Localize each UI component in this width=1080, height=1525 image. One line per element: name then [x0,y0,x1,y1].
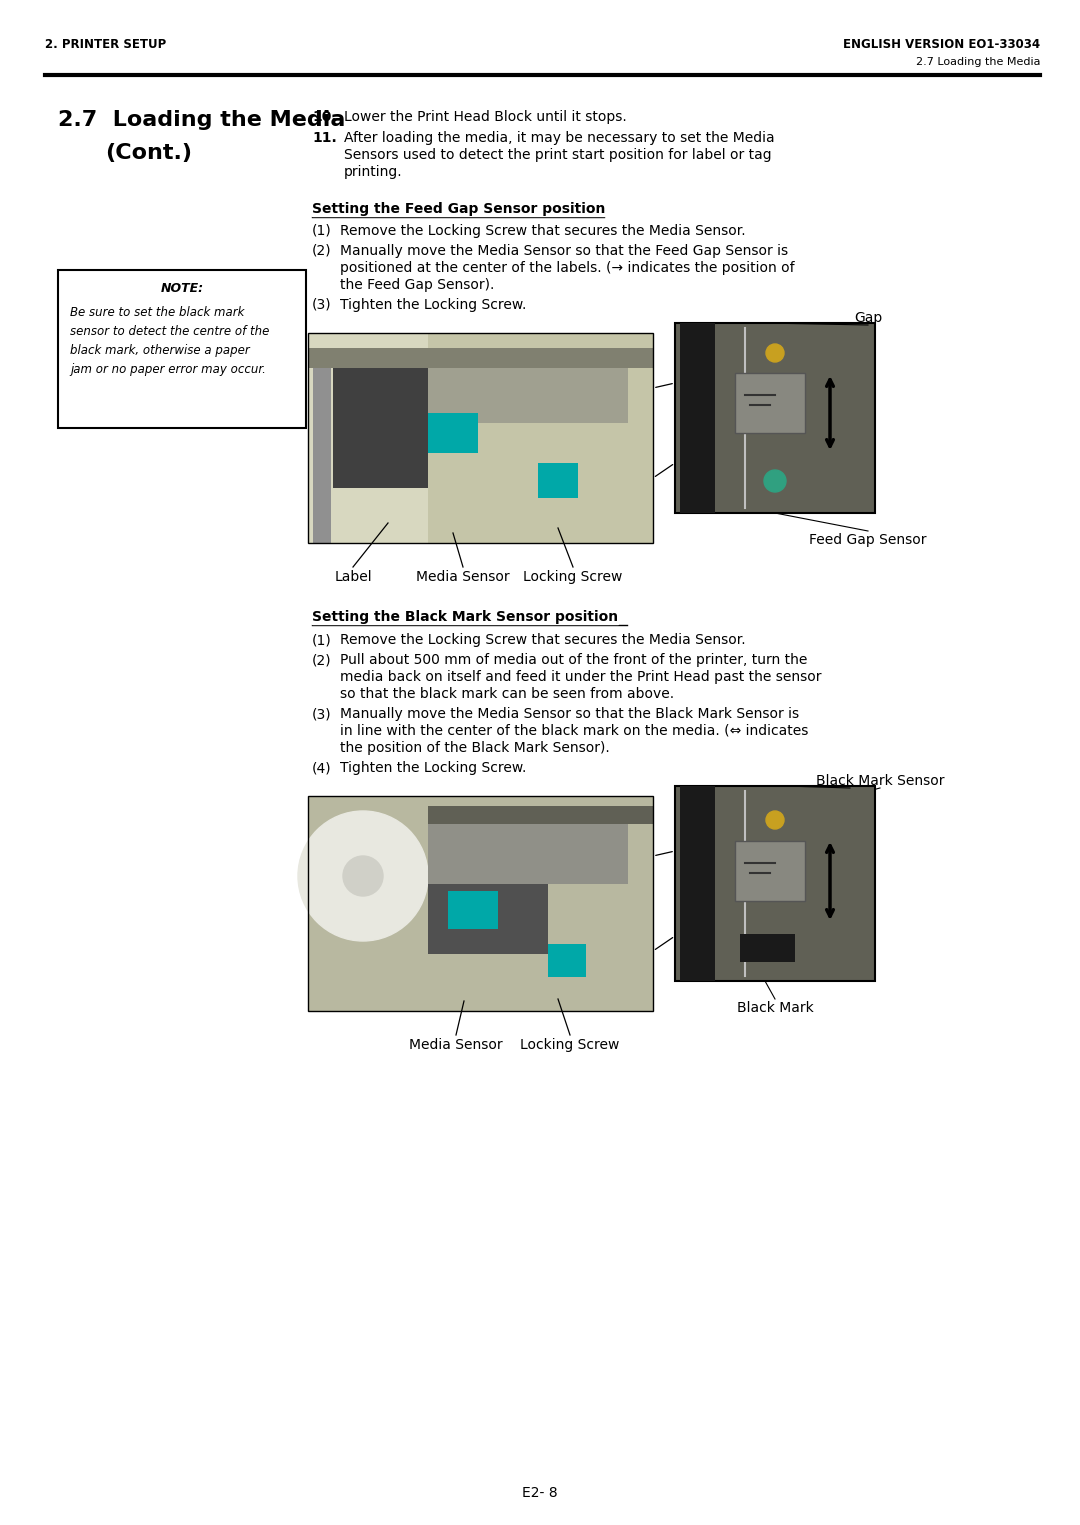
Text: Locking Screw: Locking Screw [524,570,623,584]
Text: Setting the Black Mark Sensor position: Setting the Black Mark Sensor position [312,610,618,624]
Text: (2): (2) [312,653,332,666]
Text: Be sure to set the black mark: Be sure to set the black mark [70,307,244,319]
Bar [428,824,627,884]
Bar [308,348,653,368]
Text: NOTE:: NOTE: [161,282,203,294]
Text: (4): (4) [312,761,332,775]
Text: (2): (2) [312,244,332,258]
Text: 2. PRINTER SETUP: 2. PRINTER SETUP [45,38,166,50]
Bar [448,891,498,929]
Text: (1): (1) [312,224,332,238]
Bar [333,368,428,488]
Text: Sensors used to detect the print start position for label or tag: Sensors used to detect the print start p… [345,148,771,162]
Text: (3): (3) [312,297,332,313]
Bar [308,332,653,543]
Bar [680,323,715,512]
Text: jam or no paper error may occur.: jam or no paper error may occur. [70,363,266,377]
Text: E2- 8: E2- 8 [523,1485,557,1501]
Bar [308,796,653,1011]
Text: Lower the Print Head Block until it stops.: Lower the Print Head Block until it stop… [345,110,626,124]
Bar [308,796,653,1011]
Text: (3): (3) [312,708,332,721]
Text: sensor to detect the centre of the: sensor to detect the centre of the [70,325,269,339]
Text: Media Sensor: Media Sensor [409,1039,503,1052]
Text: so that the black mark can be seen from above.: so that the black mark can be seen from … [340,686,674,702]
Text: the position of the Black Mark Sensor).: the position of the Black Mark Sensor). [340,741,610,755]
Text: Media Sensor: Media Sensor [416,570,510,584]
Circle shape [298,811,428,941]
Text: (Cont.): (Cont.) [105,143,192,163]
Bar [548,944,586,978]
Text: Gap: Gap [854,311,882,325]
Text: Manually move the Media Sensor so that the Feed Gap Sensor is: Manually move the Media Sensor so that t… [340,244,788,258]
Text: 2.7  Loading the Media: 2.7 Loading the Media [58,110,346,130]
Text: Black Mark: Black Mark [737,1000,813,1016]
Text: media back on itself and feed it under the Print Head past the sensor: media back on itself and feed it under t… [340,669,822,685]
Bar [428,884,548,955]
Text: Pull about 500 mm of media out of the front of the printer, turn the: Pull about 500 mm of media out of the fr… [340,653,808,666]
Text: 10.: 10. [312,110,337,124]
Text: in line with the center of the black mark on the media. (⇔ indicates: in line with the center of the black mar… [340,724,808,738]
Text: 11.: 11. [312,131,337,145]
Bar [740,933,795,962]
Bar [308,332,653,543]
Text: Setting the Feed Gap Sensor position: Setting the Feed Gap Sensor position [312,201,606,217]
Text: Feed Gap Sensor: Feed Gap Sensor [809,534,927,547]
Bar [58,270,306,429]
Text: Locking Screw: Locking Screw [521,1039,620,1052]
Text: Tighten the Locking Screw.: Tighten the Locking Screw. [340,297,526,313]
Bar [428,807,653,824]
Circle shape [766,345,784,361]
Bar [675,785,875,981]
Circle shape [766,811,784,830]
Text: positioned at the center of the labels. (→ indicates the position of: positioned at the center of the labels. … [340,261,795,274]
Circle shape [343,856,383,897]
Bar [675,323,875,512]
Circle shape [764,470,786,493]
Bar [538,464,578,499]
Text: printing.: printing. [345,165,403,178]
Text: ENGLISH VERSION EO1-33034: ENGLISH VERSION EO1-33034 [842,38,1040,50]
Text: Remove the Locking Screw that secures the Media Sensor.: Remove the Locking Screw that secures th… [340,224,745,238]
Bar [308,332,428,543]
Bar [428,368,627,422]
Bar [680,785,715,981]
Text: Tighten the Locking Screw.: Tighten the Locking Screw. [340,761,526,775]
Text: black mark, otherwise a paper: black mark, otherwise a paper [70,345,249,357]
Text: Black Mark Sensor: Black Mark Sensor [815,775,944,788]
Bar [735,840,805,901]
Text: After loading the media, it may be necessary to set the Media: After loading the media, it may be neces… [345,131,774,145]
Text: Remove the Locking Screw that secures the Media Sensor.: Remove the Locking Screw that secures th… [340,633,745,647]
Bar [735,374,805,433]
Text: 2.7 Loading the Media: 2.7 Loading the Media [916,56,1040,67]
Text: (1): (1) [312,633,332,647]
Text: Label: Label [334,570,372,584]
Text: Manually move the Media Sensor so that the Black Mark Sensor is: Manually move the Media Sensor so that t… [340,708,799,721]
Bar [313,368,330,543]
Text: the Feed Gap Sensor).: the Feed Gap Sensor). [340,278,495,291]
Bar [428,413,478,453]
